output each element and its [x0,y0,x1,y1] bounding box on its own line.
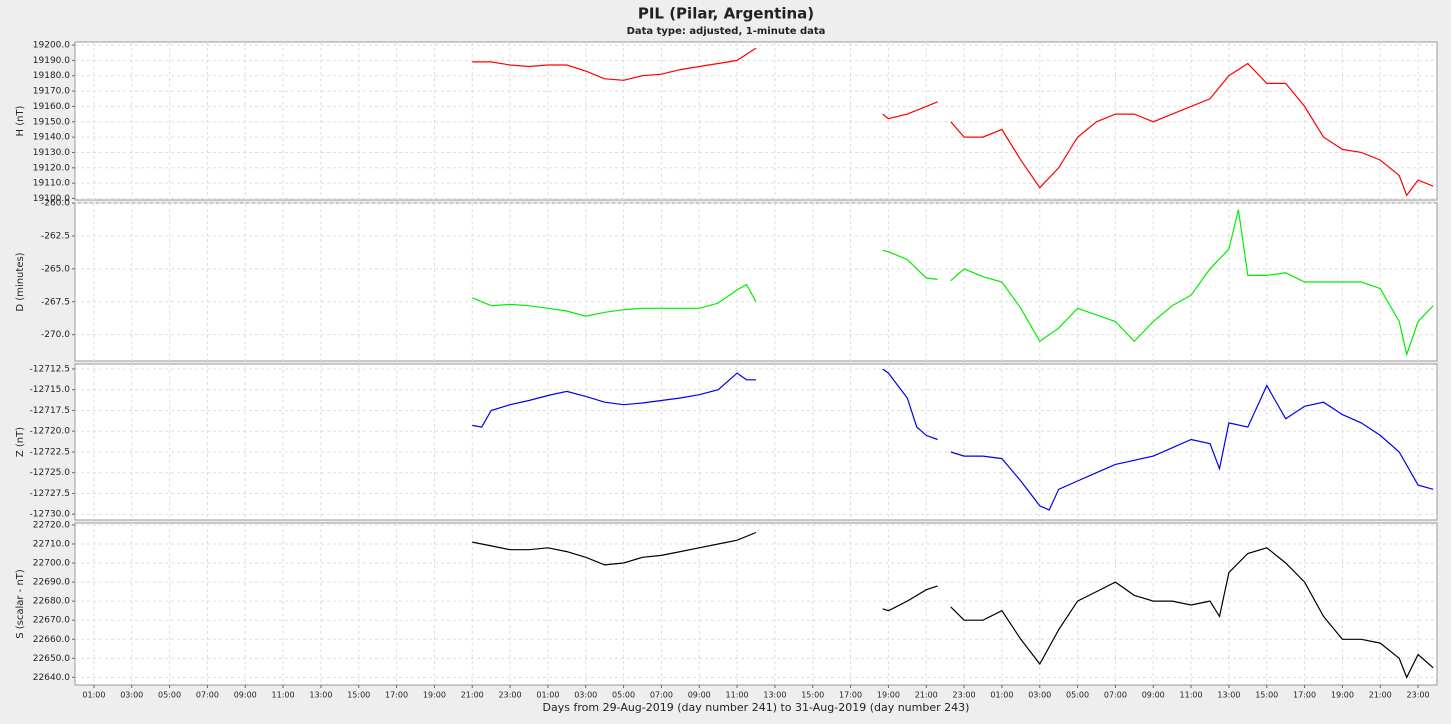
chart-title: PIL (Pilar, Argentina) [638,5,814,23]
x-tick-label: 01:00 [990,691,1013,700]
x-tick-label: 01:00 [82,691,105,700]
x-tick-label: 09:00 [1142,691,1165,700]
y-tick-label: 22710.0 [33,539,70,549]
x-tick-label: 11:00 [726,691,749,700]
x-tick-label: 09:00 [234,691,257,700]
data-line [472,531,1434,679]
y-tick-label: -262.5 [41,231,70,241]
y-tick-label: -12717.5 [30,406,70,416]
x-tick-label: 17:00 [385,691,408,700]
y-tick-label: 19180.0 [33,71,70,81]
x-tick-label: 21:00 [1369,691,1392,700]
y-tick-label: 22660.0 [33,635,70,645]
data-line [472,368,1434,511]
x-tick-label: 13:00 [1217,691,1240,700]
y-axis-label: D (minutes) [15,252,26,311]
y-axis-label: Z (nT) [15,427,26,457]
x-tick-label: 15:00 [347,691,370,700]
y-tick-label: -12727.5 [30,489,70,499]
y-tick-label: -12712.5 [30,364,70,374]
y-tick-label: 19120.0 [33,163,70,173]
y-tick-label: 22680.0 [33,597,70,607]
x-tick-label: 13:00 [309,691,332,700]
x-tick-label: 13:00 [763,691,786,700]
y-tick-label: 19150.0 [33,117,70,127]
data-line [472,209,1434,357]
x-tick-label: 17:00 [839,691,862,700]
y-tick-label: 19100.0 [33,194,70,204]
x-tick-label: 17:00 [1293,691,1316,700]
x-axis-label: Days from 29-Aug-2019 (day number 241) t… [543,701,970,714]
panel [74,522,1438,686]
y-tick-label: 22700.0 [33,559,70,569]
y-tick-label: -12722.5 [30,447,70,457]
y-tick-label: -267.5 [41,297,70,307]
y-tick-label: -12725.0 [30,468,71,478]
y-tick-label: 22690.0 [33,578,70,588]
x-tick-label: 07:00 [1104,691,1127,700]
x-tick-label: 09:00 [688,691,711,700]
y-tick-label: -12730.0 [30,510,71,520]
x-tick-label: 23:00 [1407,691,1430,700]
y-tick-label: 19140.0 [33,133,70,143]
chart-subtitle: Data type: adjusted, 1-minute data [627,26,826,37]
x-tick-label: 03:00 [120,691,143,700]
x-tick-label: 11:00 [1180,691,1203,700]
y-tick-label: 19130.0 [33,148,70,158]
panel [74,41,1438,201]
y-axis-label: S (scalar - nT) [15,569,26,639]
x-tick-label: 05:00 [612,691,635,700]
x-tick-label: 03:00 [1028,691,1051,700]
y-tick-label: -12715.0 [30,385,71,395]
panel [74,202,1438,362]
y-tick-label: 19170.0 [33,87,70,97]
y-tick-label: 19160.0 [33,102,70,112]
y-tick-label: 22650.0 [33,654,70,664]
y-tick-label: -265.0 [41,264,70,274]
y-tick-label: 22670.0 [33,616,70,626]
y-tick-label: -260.0 [41,199,70,209]
x-tick-label: 11:00 [272,691,295,700]
x-tick-label: 21:00 [915,691,938,700]
x-tick-label: 23:00 [499,691,522,700]
data-line [472,47,1434,197]
x-tick-label: 19:00 [877,691,900,700]
x-tick-label: 21:00 [461,691,484,700]
x-tick-label: 01:00 [536,691,559,700]
x-tick-label: 15:00 [1255,691,1278,700]
x-tick-label: 05:00 [1066,691,1089,700]
x-tick-label: 19:00 [423,691,446,700]
y-axis-label: H (nT) [15,105,26,136]
y-tick-label: 22640.0 [33,673,70,683]
y-tick-label: 19110.0 [33,179,70,189]
y-tick-label: 22720.0 [33,520,70,530]
x-tick-label: 15:00 [801,691,824,700]
x-tick-label: 05:00 [158,691,181,700]
y-tick-label: 19200.0 [33,41,70,51]
x-tick-label: 19:00 [1331,691,1354,700]
y-tick-label: -270.0 [41,330,70,340]
y-tick-label: 19190.0 [33,56,70,66]
x-tick-label: 03:00 [574,691,597,700]
x-tick-label: 23:00 [953,691,976,700]
panel [74,363,1438,521]
y-tick-label: -12720.0 [30,427,71,437]
x-tick-label: 07:00 [650,691,673,700]
x-tick-label: 07:00 [196,691,219,700]
